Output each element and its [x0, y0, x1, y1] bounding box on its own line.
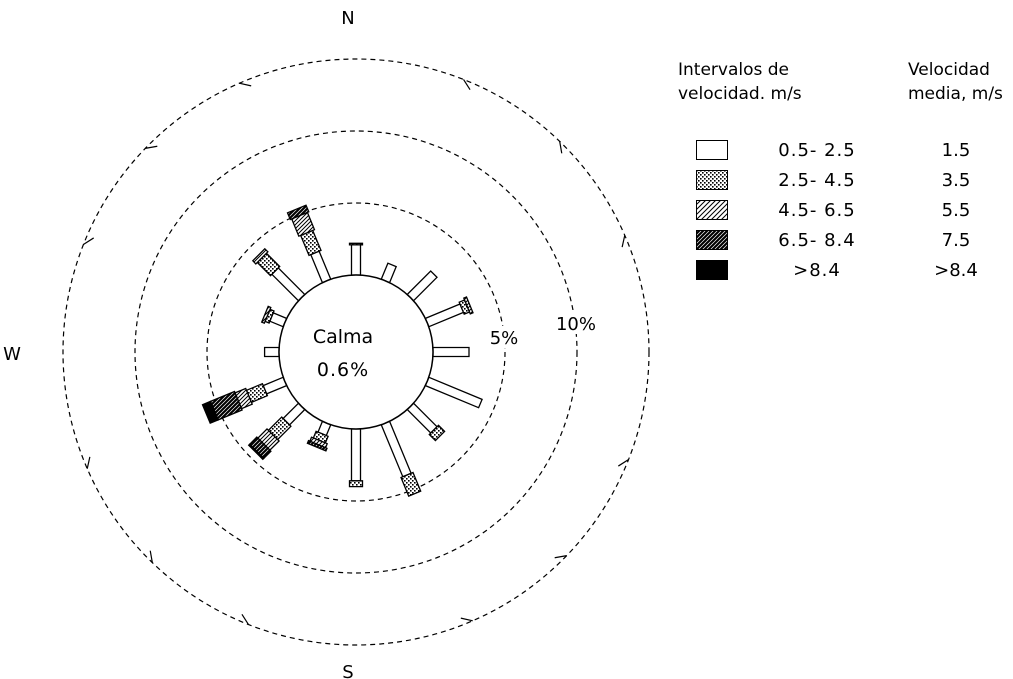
legend-mean: 1.5 [941, 140, 971, 161]
wind-rose-chart: Calma 0.6% 5% 10% N E S W [3, 8, 650, 679]
legend-range-title-line1: Intervalos de [678, 60, 790, 80]
ring-label-5: 5% [490, 328, 519, 349]
legend-range-title: Intervalos de velocidad. m/s [678, 58, 802, 106]
direction-tick-ENE [621, 235, 626, 248]
ring-label-10: 10% [556, 314, 596, 335]
bar-S-dots [348, 480, 364, 488]
direction-tick-ESE [617, 459, 629, 467]
ring-5-percent [206, 202, 506, 502]
direction-tick-NNW [239, 82, 252, 87]
bar-SW-solid [247, 443, 265, 461]
direction-tick-SSW [241, 613, 249, 625]
legend-mean-title-line2: media, m/s [908, 84, 1003, 104]
bar-SSE-dots [400, 471, 422, 497]
direction-tick-SE [554, 555, 567, 559]
bar-ENE-hatch [462, 296, 474, 315]
bar-NW-hatch [251, 247, 269, 265]
legend-swatch-empty [696, 140, 728, 160]
bar-N-dots [348, 242, 364, 246]
bar-NW-empty [270, 266, 306, 302]
legend-swatch-hatch [696, 200, 728, 220]
legend-range: 0.5- 2.5 [778, 140, 856, 161]
direction-tick-SSE [460, 617, 473, 622]
calm-label: Calma [313, 326, 373, 348]
direction-tick-WSW [86, 456, 91, 469]
legend-mean: 3.5 [941, 170, 971, 191]
legend-mean: 7.5 [941, 230, 971, 251]
direction-tick-NW [145, 145, 158, 149]
direction-tick-WNW [83, 237, 95, 245]
legend-mean: 5.5 [941, 200, 971, 221]
legend-swatch-dots [696, 170, 728, 190]
legend-range: 6.5- 8.4 [778, 230, 856, 251]
legend-swatch-solid [696, 260, 728, 280]
frequency-rings [62, 58, 650, 646]
direction-tick-NNE [463, 79, 471, 91]
legend-mean: >8.4 [934, 260, 978, 281]
bar-NNW-dense-hatch [286, 204, 310, 221]
legend-mean-title: Velocidad media, m/s [908, 58, 1003, 106]
bar-SE-empty [406, 402, 438, 434]
bar-WSW-empty [262, 376, 288, 395]
direction-tick-NE [559, 141, 563, 154]
legend-range-title-line2: velocidad. m/s [678, 84, 802, 104]
bar-S-empty [350, 428, 362, 482]
legend-swatch-dense-hatch [696, 230, 728, 250]
legend-range: 4.5- 6.5 [778, 200, 856, 221]
bar-W-empty [263, 346, 280, 358]
legend-mean-title-line1: Velocidad [908, 60, 990, 80]
bar-NNW-empty [309, 250, 332, 284]
calm-circle [278, 274, 434, 430]
compass-north: N [341, 8, 354, 29]
bar-WSW-solid [201, 400, 220, 425]
bar-NE-empty [406, 270, 438, 302]
bar-N-empty [350, 244, 362, 276]
bar-ESE-empty [424, 376, 483, 409]
bar-ENE-empty [424, 303, 465, 328]
bar-E-empty [432, 346, 470, 358]
bar-SE-dots [428, 424, 446, 442]
calm-value: 0.6% [317, 359, 369, 381]
direction-tick-SW [149, 550, 153, 563]
compass-south: S [342, 662, 353, 679]
legend-range: >8.4 [793, 260, 841, 281]
ring-10-percent [134, 130, 578, 574]
bar-SSW-dense-hatch [306, 439, 328, 452]
bar-SSE-empty [380, 420, 412, 478]
ring-15-percent [62, 58, 650, 646]
wind-bars [201, 204, 483, 497]
bar-WNW-hatch [260, 305, 272, 325]
legend-range: 2.5- 4.5 [778, 170, 856, 191]
compass-west: W [3, 344, 21, 365]
